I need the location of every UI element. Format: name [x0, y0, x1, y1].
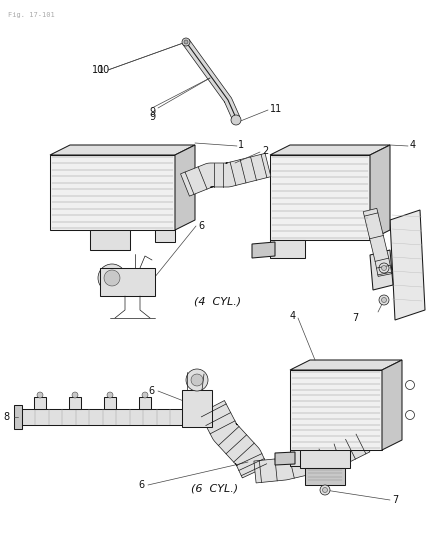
- Polygon shape: [251, 242, 274, 258]
- Polygon shape: [290, 360, 401, 370]
- Circle shape: [381, 265, 385, 271]
- Text: 7: 7: [351, 313, 357, 323]
- Polygon shape: [199, 400, 267, 478]
- Text: (4  CYL.): (4 CYL.): [194, 297, 241, 307]
- Text: 6: 6: [138, 480, 145, 490]
- Polygon shape: [175, 145, 194, 230]
- Polygon shape: [14, 405, 22, 429]
- Polygon shape: [274, 452, 294, 465]
- Circle shape: [191, 374, 202, 386]
- Text: Fig. 17-101: Fig. 17-101: [8, 12, 55, 18]
- Circle shape: [186, 369, 208, 391]
- Circle shape: [381, 297, 385, 303]
- Circle shape: [98, 264, 126, 292]
- Polygon shape: [381, 360, 401, 450]
- Circle shape: [104, 270, 120, 286]
- Text: 7: 7: [391, 495, 397, 505]
- Polygon shape: [290, 450, 319, 466]
- Polygon shape: [299, 450, 349, 468]
- Circle shape: [230, 115, 240, 125]
- Polygon shape: [182, 39, 239, 119]
- Polygon shape: [50, 155, 175, 230]
- Polygon shape: [18, 409, 200, 425]
- Circle shape: [37, 392, 43, 398]
- Text: 9: 9: [148, 112, 155, 122]
- Text: 1: 1: [237, 140, 244, 150]
- Text: 10: 10: [92, 65, 104, 75]
- Circle shape: [184, 40, 187, 44]
- Text: 8: 8: [4, 412, 10, 422]
- Circle shape: [107, 392, 113, 398]
- Circle shape: [378, 295, 388, 305]
- Polygon shape: [290, 370, 381, 450]
- Polygon shape: [155, 230, 175, 242]
- Polygon shape: [180, 154, 270, 196]
- Polygon shape: [389, 210, 424, 320]
- Circle shape: [378, 263, 388, 273]
- Polygon shape: [182, 390, 212, 427]
- Polygon shape: [304, 468, 344, 485]
- Text: 9: 9: [148, 107, 155, 117]
- Polygon shape: [69, 397, 81, 409]
- Polygon shape: [100, 268, 155, 296]
- Polygon shape: [269, 240, 304, 258]
- Circle shape: [141, 392, 148, 398]
- Polygon shape: [90, 230, 130, 250]
- Polygon shape: [269, 155, 369, 240]
- Text: 6: 6: [198, 221, 204, 231]
- Polygon shape: [104, 397, 116, 409]
- Circle shape: [72, 392, 78, 398]
- Text: (6  CYL.): (6 CYL.): [191, 484, 238, 494]
- Polygon shape: [50, 145, 194, 155]
- Polygon shape: [362, 208, 391, 277]
- Text: 10: 10: [98, 65, 110, 75]
- Polygon shape: [253, 432, 369, 483]
- Text: 11: 11: [269, 104, 282, 114]
- Text: 4: 4: [409, 140, 415, 150]
- Circle shape: [182, 38, 190, 46]
- Text: 4: 4: [289, 311, 295, 321]
- Text: 2: 2: [261, 146, 268, 156]
- Text: 6: 6: [148, 386, 155, 396]
- Circle shape: [322, 488, 327, 492]
- Polygon shape: [369, 250, 392, 290]
- Polygon shape: [269, 145, 389, 155]
- Polygon shape: [139, 397, 151, 409]
- Polygon shape: [34, 397, 46, 409]
- Polygon shape: [369, 145, 389, 240]
- Circle shape: [319, 485, 329, 495]
